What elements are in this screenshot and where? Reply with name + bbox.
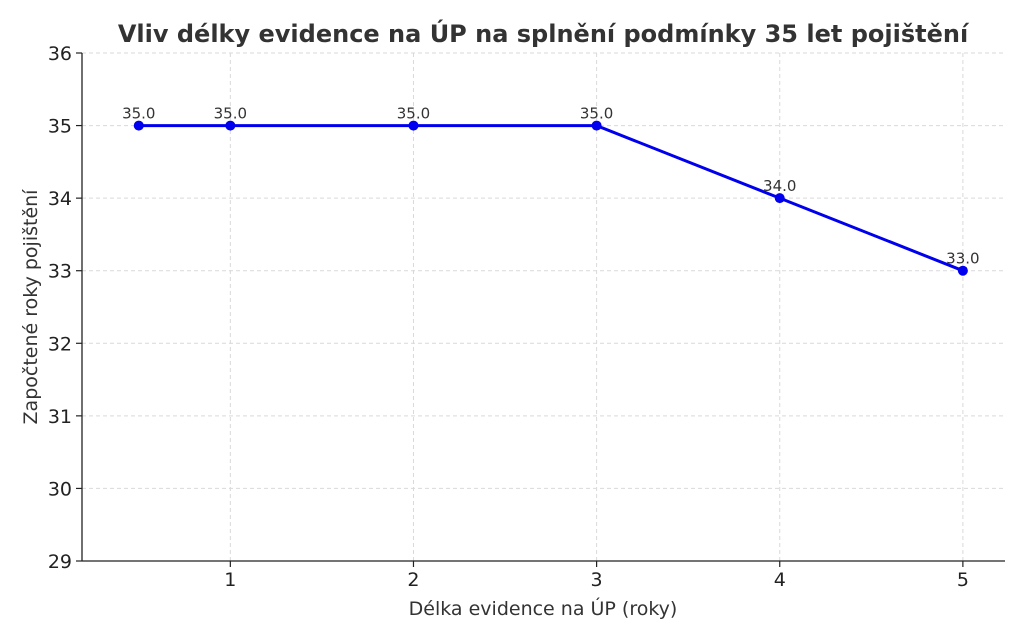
y-axis-label: Započtené roky pojištění (20, 189, 42, 425)
data-point (957, 265, 968, 276)
y-tick-label: 36 (48, 43, 72, 65)
y-tick-label: 32 (48, 333, 72, 355)
data-labels: 35.0 35.0 35.0 35.0 34.0 33.0 (122, 105, 980, 268)
data-label: 34.0 (763, 177, 796, 195)
data-label: 33.0 (946, 250, 979, 268)
x-tick-label: 3 (591, 569, 603, 591)
data-label: 35.0 (580, 105, 613, 123)
x-tick-label: 2 (407, 569, 419, 591)
data-label: 35.0 (122, 105, 155, 123)
data-label: 35.0 (214, 105, 247, 123)
grid (82, 52, 1005, 561)
y-tick-label: 34 (48, 188, 72, 210)
data-point (591, 120, 602, 131)
x-tick-label: 4 (774, 569, 786, 591)
x-tick-label: 5 (957, 569, 969, 591)
y-tick-label: 31 (48, 406, 72, 428)
chart-title: Vliv délky evidence na ÚP na splnění pod… (118, 18, 970, 48)
series-line (138, 124, 964, 273)
x-tick-label: 1 (224, 569, 236, 591)
y-tick-label: 33 (48, 261, 72, 283)
series (133, 120, 968, 276)
y-tick-label: 30 (48, 478, 72, 500)
data-point (774, 193, 785, 204)
y-tick-label: 35 (48, 116, 72, 138)
x-axis-label: Délka evidence na ÚP (roky) (409, 596, 678, 620)
data-point (225, 120, 236, 131)
y-tick-label: 29 (48, 551, 72, 573)
data-point (408, 120, 419, 131)
data-label: 35.0 (397, 105, 430, 123)
data-point (133, 120, 144, 131)
